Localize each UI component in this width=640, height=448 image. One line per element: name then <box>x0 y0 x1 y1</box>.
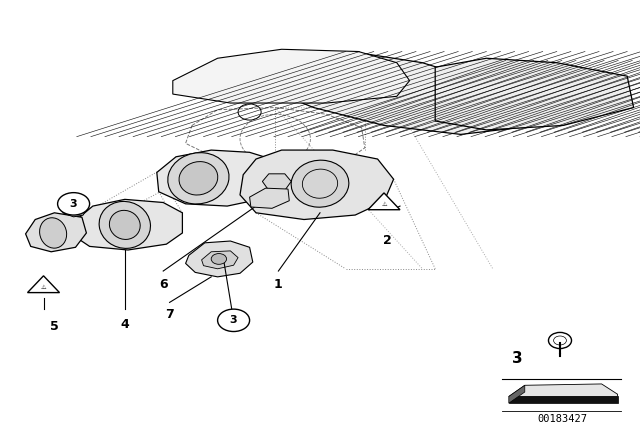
Text: 7: 7 <box>165 308 174 321</box>
Polygon shape <box>157 150 282 206</box>
Polygon shape <box>28 276 60 293</box>
Polygon shape <box>186 241 253 277</box>
Polygon shape <box>435 58 634 130</box>
Polygon shape <box>509 384 618 396</box>
Text: 3: 3 <box>70 199 77 209</box>
Text: 3: 3 <box>512 351 523 366</box>
Ellipse shape <box>179 162 218 195</box>
Text: ⚠: ⚠ <box>381 202 387 207</box>
Ellipse shape <box>168 153 229 204</box>
Polygon shape <box>202 251 238 269</box>
Text: 1: 1 <box>274 278 283 291</box>
Polygon shape <box>63 202 86 217</box>
Polygon shape <box>26 213 86 252</box>
Text: 00183427: 00183427 <box>537 414 587 424</box>
Polygon shape <box>250 188 289 208</box>
Circle shape <box>211 254 227 264</box>
Ellipse shape <box>291 160 349 207</box>
Text: 2: 2 <box>383 234 392 247</box>
Ellipse shape <box>109 211 140 239</box>
Ellipse shape <box>40 218 67 248</box>
Text: 6: 6 <box>159 278 168 291</box>
Text: 4: 4 <box>120 318 129 331</box>
Polygon shape <box>173 49 410 103</box>
Text: 3: 3 <box>230 315 237 325</box>
Polygon shape <box>368 193 400 210</box>
Polygon shape <box>509 396 618 403</box>
Polygon shape <box>269 54 538 134</box>
Text: ⚠: ⚠ <box>41 285 46 290</box>
Circle shape <box>58 193 90 215</box>
Polygon shape <box>240 150 394 220</box>
Circle shape <box>218 309 250 332</box>
Text: 5: 5 <box>50 320 59 333</box>
Polygon shape <box>262 174 291 190</box>
Ellipse shape <box>99 202 150 248</box>
Polygon shape <box>74 199 182 250</box>
Polygon shape <box>509 385 525 403</box>
